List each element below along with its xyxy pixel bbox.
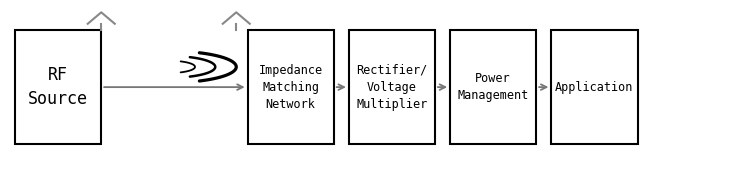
Text: Power
Management: Power Management	[458, 72, 529, 102]
Bar	[349, 30, 435, 144]
Text: Impedance
Matching
Network: Impedance Matching Network	[259, 64, 322, 111]
Bar	[248, 30, 334, 144]
Text: Application: Application	[555, 81, 634, 94]
Bar	[15, 30, 101, 144]
Text: Rectifier/
Voltage
Multiplier: Rectifier/ Voltage Multiplier	[356, 64, 428, 111]
Bar	[551, 30, 638, 144]
Bar	[450, 30, 536, 144]
Text: RF
Source: RF Source	[28, 66, 88, 108]
